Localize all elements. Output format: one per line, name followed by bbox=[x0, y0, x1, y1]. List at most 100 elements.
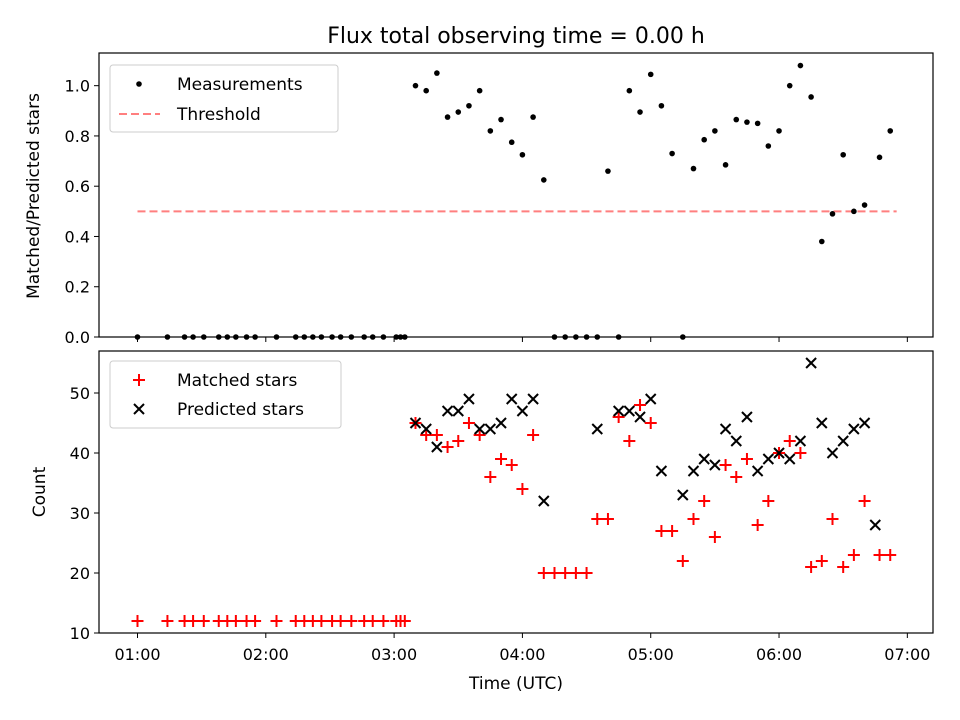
legend-threshold-label: Threshold bbox=[176, 105, 261, 125]
measurement-point bbox=[876, 154, 883, 161]
matched-star-point bbox=[559, 567, 572, 579]
predicted-star-point bbox=[730, 435, 742, 447]
matched-star-point bbox=[794, 447, 807, 459]
top-panel: 0.0 0.2 0.4 0.6 0.8 1.0 Matched/Predicted sta… bbox=[24, 52, 934, 347]
measurement-point bbox=[690, 165, 697, 172]
predicted-star-point bbox=[463, 393, 475, 405]
predicted-star-point bbox=[837, 435, 849, 447]
matched-star-point bbox=[847, 549, 860, 561]
matched-star-point bbox=[441, 441, 454, 453]
bottom-legend-box bbox=[109, 360, 342, 429]
matched-star-point bbox=[505, 459, 518, 471]
top-ytick-label: 0.4 bbox=[65, 227, 90, 246]
matched-star-point bbox=[805, 561, 818, 573]
matched-star-point bbox=[366, 615, 379, 627]
matched-star-point bbox=[655, 525, 668, 537]
top-x-ticks bbox=[136, 337, 908, 342]
predicted-star-point bbox=[687, 465, 700, 477]
predicted-star-point bbox=[848, 423, 860, 435]
predicted-star-point bbox=[420, 423, 432, 435]
bottom-panel: 10 20 30 40 50 01:00 02:00 03:00 04:00 05:00 06:0… bbox=[30, 350, 934, 694]
measurement-point bbox=[701, 136, 707, 143]
matched-star-point bbox=[612, 411, 625, 423]
bottom-y-axis-label: Count bbox=[30, 466, 50, 517]
bottom-y-ticks: 10 20 30 40 50 bbox=[70, 384, 99, 643]
predicted-star-point bbox=[495, 417, 507, 429]
matched-star-point bbox=[131, 615, 144, 627]
predicted-star-point bbox=[762, 453, 775, 465]
predicted-star-point bbox=[826, 447, 839, 459]
xtick-label: 05:00 bbox=[628, 645, 674, 664]
measurement-point bbox=[819, 238, 825, 245]
legend-matched-marker bbox=[133, 374, 145, 386]
measurement-point bbox=[466, 102, 472, 109]
measurement-point bbox=[605, 168, 611, 174]
chart-title: Flux total observing time = 0.00 h bbox=[327, 24, 705, 49]
matched-star-point bbox=[345, 615, 358, 627]
predicted-star-point bbox=[441, 405, 454, 417]
matched-star-point bbox=[826, 513, 839, 525]
measurement-point bbox=[434, 70, 440, 76]
measurement-point bbox=[487, 128, 494, 134]
predicted-star-point bbox=[751, 465, 764, 477]
matched-star-point bbox=[249, 615, 262, 627]
xtick-label: 06:00 bbox=[756, 645, 802, 664]
measurement-point bbox=[829, 211, 836, 217]
predicted-star-point bbox=[816, 417, 828, 429]
measurement-point bbox=[840, 151, 846, 158]
predicted-star-point bbox=[452, 405, 464, 417]
matched-star-point bbox=[548, 567, 561, 579]
bottom-ytick-label: 10 bbox=[70, 624, 90, 643]
bottom-x-ticks: 01:00 02:00 03:00 04:00 05:00 06:00 07:00 bbox=[114, 633, 930, 664]
predicted-star-point bbox=[709, 459, 721, 471]
matched-star-point bbox=[270, 615, 283, 627]
predicted-star-point bbox=[612, 405, 625, 417]
measurement-point bbox=[444, 114, 451, 120]
matched-star-point bbox=[197, 615, 210, 627]
predicted-star-point bbox=[634, 411, 646, 423]
matched-star-point bbox=[783, 435, 796, 447]
measurement-point bbox=[637, 109, 643, 115]
legend-measurements-label: Measurements bbox=[177, 75, 303, 95]
predicted-star-point bbox=[591, 423, 603, 435]
predicted-star-point bbox=[655, 465, 668, 477]
measurement-point bbox=[776, 128, 782, 134]
legend-predicted-label: Predicted stars bbox=[177, 400, 304, 420]
matched-star-point bbox=[698, 495, 711, 507]
bottom-axes-frame bbox=[98, 350, 934, 634]
matched-star-point bbox=[708, 531, 721, 543]
matched-star-point bbox=[527, 429, 540, 441]
top-legend-box bbox=[109, 64, 339, 133]
measurement-point bbox=[541, 177, 547, 183]
predicted-star-point bbox=[516, 405, 529, 417]
bottom-ytick-label: 50 bbox=[70, 384, 90, 403]
measurement-point bbox=[519, 151, 526, 158]
matched-star-point bbox=[315, 615, 328, 627]
predicted-star-point bbox=[784, 453, 796, 465]
measurement-point bbox=[423, 87, 429, 94]
bottom-ytick-label: 30 bbox=[70, 504, 90, 523]
measurement-point bbox=[797, 62, 804, 69]
measurement-point bbox=[754, 120, 761, 127]
matched-star-point bbox=[495, 453, 508, 465]
xtick-label: 04:00 bbox=[499, 645, 545, 664]
xtick-label: 03:00 bbox=[371, 645, 417, 664]
predicted-star-point bbox=[484, 423, 497, 435]
predicted-star-point bbox=[719, 423, 732, 435]
measurement-point bbox=[412, 82, 419, 89]
predicted-star-point bbox=[473, 423, 486, 435]
xtick-label: 07:00 bbox=[884, 645, 930, 664]
matched-star-point bbox=[644, 417, 657, 429]
bottom-data-layer bbox=[131, 357, 897, 627]
matched-star-point bbox=[623, 435, 636, 447]
measurement-point bbox=[808, 94, 814, 100]
predicted-star-point bbox=[527, 393, 539, 405]
matched-star-point bbox=[334, 615, 347, 627]
bottom-ytick-label: 40 bbox=[70, 444, 90, 463]
top-y-ticks: 0.0 0.2 0.4 0.6 0.8 1.0 bbox=[65, 77, 99, 347]
matched-star-point bbox=[884, 549, 897, 561]
matched-star-point bbox=[430, 429, 443, 441]
legend-measurements-marker bbox=[136, 81, 142, 87]
matched-star-point bbox=[537, 567, 550, 579]
